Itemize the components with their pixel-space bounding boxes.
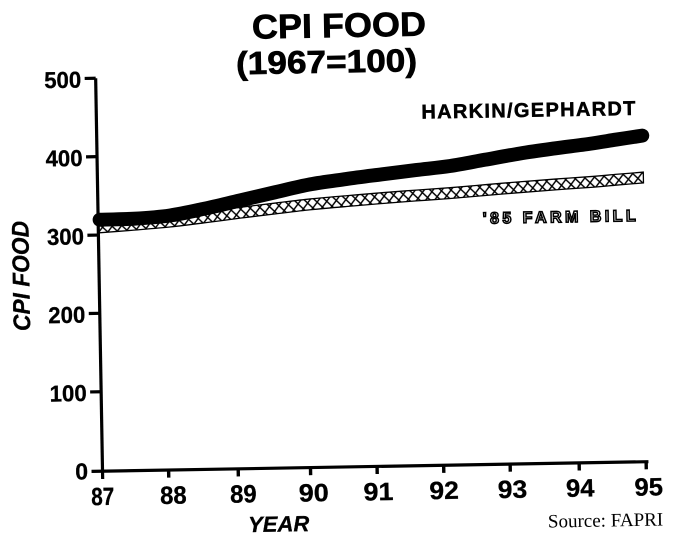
- svg-text:91: 91: [363, 478, 394, 507]
- svg-text:87: 87: [91, 483, 114, 511]
- svg-text:0: 0: [75, 458, 88, 484]
- svg-text:CPI FOOD: CPI FOOD: [252, 6, 427, 47]
- svg-text:92: 92: [429, 477, 459, 506]
- svg-text:HARKIN/GEPHARDT: HARKIN/GEPHARDT: [421, 98, 635, 124]
- svg-text:90: 90: [298, 479, 328, 508]
- svg-text:200: 200: [48, 302, 85, 329]
- svg-text:Source: FAPRI: Source: FAPRI: [548, 510, 664, 533]
- svg-text:95: 95: [634, 473, 663, 501]
- svg-text:(1967=100): (1967=100): [236, 42, 418, 81]
- svg-text:89: 89: [230, 480, 257, 508]
- svg-text:500: 500: [44, 67, 81, 94]
- svg-text:94: 94: [566, 474, 595, 502]
- svg-text:YEAR: YEAR: [248, 511, 310, 537]
- svg-text:93: 93: [498, 476, 528, 505]
- svg-text:100: 100: [49, 380, 86, 407]
- svg-text:400: 400: [45, 145, 82, 172]
- svg-text:88: 88: [160, 482, 187, 510]
- svg-text:'85 FARM BILL: '85 FARM BILL: [483, 208, 636, 228]
- svg-text:300: 300: [47, 223, 84, 250]
- svg-text:CPI FOOD: CPI FOOD: [7, 221, 36, 331]
